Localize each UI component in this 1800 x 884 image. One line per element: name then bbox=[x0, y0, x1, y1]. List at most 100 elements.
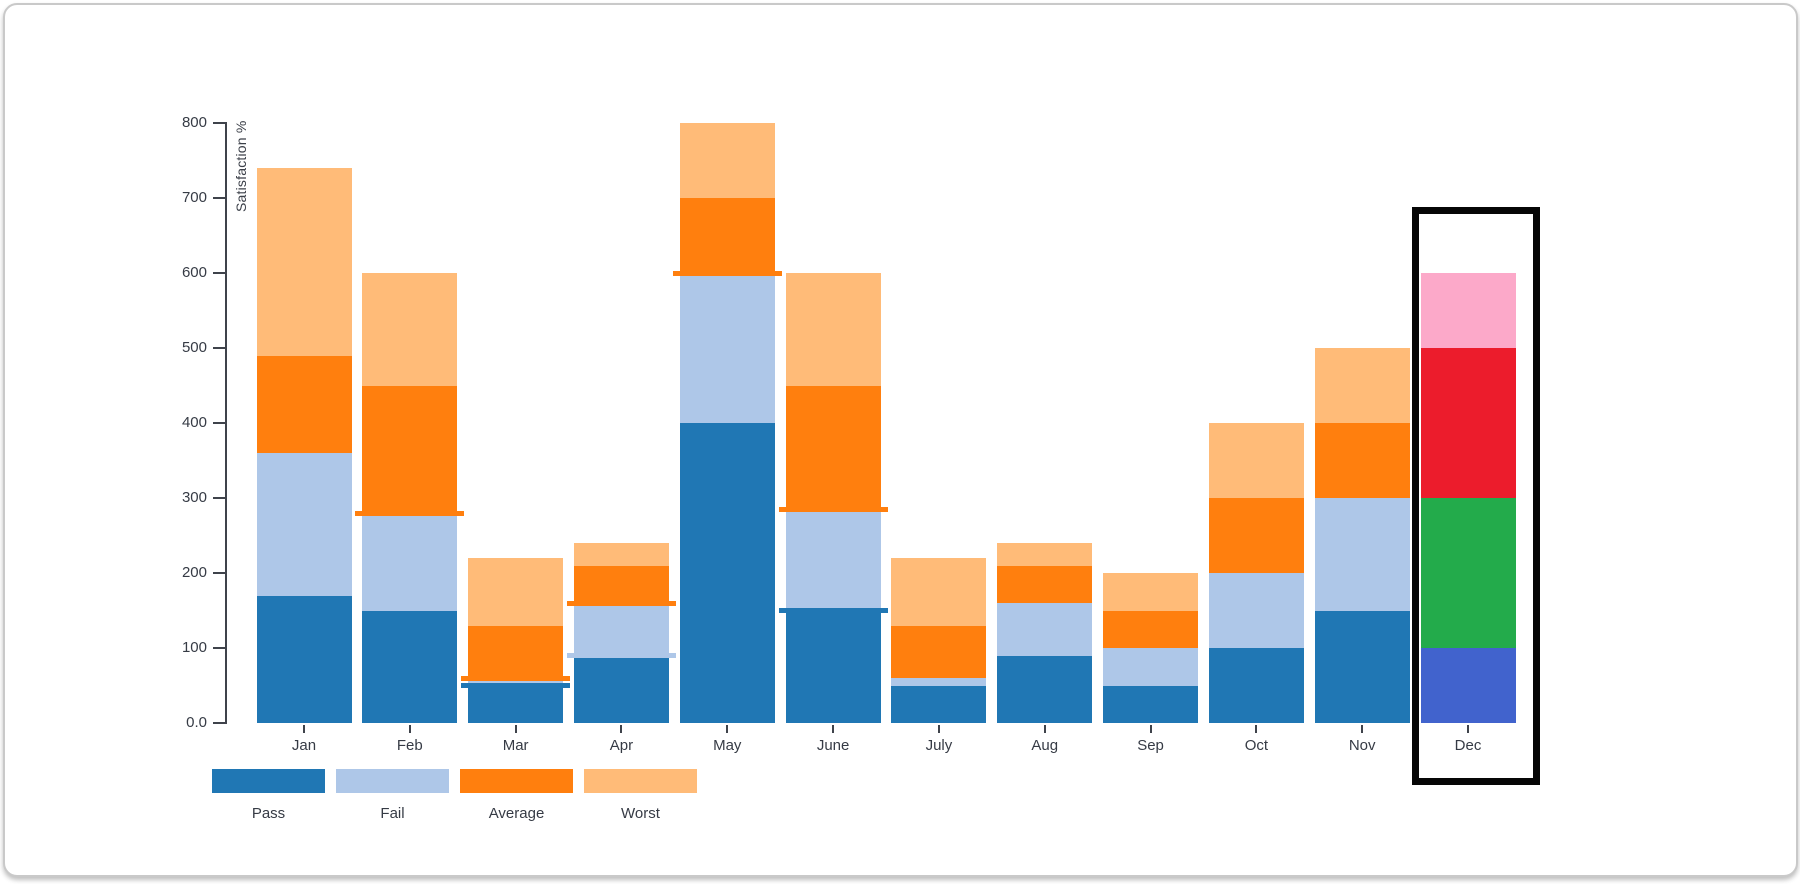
bar-mar-worst[interactable] bbox=[468, 558, 564, 626]
bar-july-average[interactable] bbox=[891, 625, 987, 678]
bar-nov-pass[interactable] bbox=[1314, 610, 1410, 723]
x-axis-label-july: July bbox=[925, 737, 953, 754]
x-axis-tick bbox=[1043, 725, 1046, 733]
bar-jan-worst[interactable] bbox=[256, 168, 352, 356]
bar-feb-worst[interactable] bbox=[362, 273, 458, 386]
bar-sep-pass[interactable] bbox=[1103, 685, 1199, 723]
y-axis-tick-label: 100 bbox=[181, 639, 207, 656]
bar-dec-pass[interactable] bbox=[1420, 648, 1516, 723]
x-axis-tick bbox=[1255, 725, 1258, 733]
legend-item-worst[interactable]: Worst bbox=[584, 769, 697, 822]
bar-aug-average[interactable] bbox=[997, 565, 1093, 603]
bar-mar-fail[interactable] bbox=[468, 678, 564, 686]
y-axis-tick bbox=[213, 122, 225, 124]
legend-item-fail[interactable]: Fail bbox=[336, 769, 449, 822]
y-axis-tick-label: 600 bbox=[181, 264, 207, 281]
bar-oct-average[interactable] bbox=[1208, 498, 1304, 573]
bar-july-fail[interactable] bbox=[891, 678, 987, 686]
y-axis-tick bbox=[213, 422, 225, 424]
y-axis-tick-label: 300 bbox=[181, 489, 207, 506]
x-axis-label-feb: Feb bbox=[396, 737, 423, 754]
bar-aug-pass[interactable] bbox=[997, 655, 1093, 723]
x-axis-tick bbox=[303, 725, 305, 733]
bar-oct-worst[interactable] bbox=[1208, 423, 1304, 498]
y-axis-tick-label: 800 bbox=[181, 114, 207, 131]
bar-feb-average[interactable] bbox=[362, 385, 458, 513]
x-axis-tick bbox=[620, 725, 623, 733]
bar-apr-worst[interactable] bbox=[573, 543, 669, 566]
x-axis-tick bbox=[1467, 725, 1470, 733]
bar-june-average[interactable] bbox=[785, 385, 881, 510]
x-axis-label-sep: Sep bbox=[1137, 737, 1164, 754]
bar-aug-fail[interactable] bbox=[997, 603, 1093, 656]
legend-swatch-average[interactable] bbox=[460, 769, 573, 793]
legend-label-worst: Worst bbox=[621, 805, 660, 822]
bar-apr-average[interactable] bbox=[573, 565, 669, 603]
y-axis-title: Satisfaction % bbox=[233, 120, 249, 212]
x-axis-label-jan: Jan bbox=[291, 737, 317, 754]
x-axis-tick bbox=[937, 725, 940, 733]
legend-swatch-worst[interactable] bbox=[584, 769, 697, 793]
y-axis-tick-label: 400 bbox=[181, 414, 207, 431]
bar-sep-fail[interactable] bbox=[1103, 648, 1199, 686]
bar-mar-pass[interactable] bbox=[468, 685, 564, 723]
bar-sep-average[interactable] bbox=[1103, 610, 1199, 648]
bar-may-pass[interactable] bbox=[679, 423, 775, 723]
bar-dec-fail[interactable] bbox=[1420, 498, 1516, 648]
x-axis-label-mar: Mar bbox=[502, 737, 529, 754]
legend-label-average: Average bbox=[488, 805, 545, 822]
y-axis-tick-label: 200 bbox=[181, 564, 207, 581]
y-axis-tick bbox=[213, 572, 225, 574]
bar-june-worst[interactable] bbox=[785, 273, 881, 386]
bar-feb-pass[interactable] bbox=[362, 610, 458, 723]
segment-boundary-dash bbox=[355, 510, 465, 516]
x-axis-tick bbox=[832, 725, 835, 733]
bar-jan-pass[interactable] bbox=[256, 595, 352, 723]
segment-boundary-dash bbox=[461, 675, 571, 681]
x-axis-label-may: May bbox=[713, 737, 742, 754]
bar-june-pass[interactable] bbox=[785, 610, 881, 723]
x-axis-label-oct: Oct bbox=[1244, 737, 1269, 754]
december-highlight-box bbox=[1412, 207, 1540, 785]
legend-swatch-pass[interactable] bbox=[212, 769, 325, 793]
bar-jan-average[interactable] bbox=[256, 355, 352, 453]
x-axis-tick bbox=[514, 725, 517, 733]
legend-item-pass[interactable]: Pass bbox=[212, 769, 325, 822]
bar-feb-fail[interactable] bbox=[362, 513, 458, 611]
segment-boundary-dash bbox=[566, 653, 676, 658]
bar-aug-worst[interactable] bbox=[997, 543, 1093, 566]
x-axis-tick bbox=[1149, 725, 1152, 733]
satisfaction-stacked-bar-chart: Satisfaction % Pass Fail Average Worst 0… bbox=[5, 5, 1796, 875]
x-axis-label-june: June bbox=[816, 737, 850, 754]
y-axis-tick bbox=[213, 272, 225, 274]
y-axis-tick-label: 500 bbox=[181, 339, 207, 356]
bar-july-worst[interactable] bbox=[891, 558, 987, 626]
bar-jan-fail[interactable] bbox=[256, 453, 352, 596]
bar-oct-fail[interactable] bbox=[1208, 573, 1304, 648]
bar-june-fail[interactable] bbox=[785, 509, 881, 611]
bar-sep-worst[interactable] bbox=[1103, 573, 1199, 611]
segment-boundary-dash bbox=[566, 600, 676, 606]
bar-nov-average[interactable] bbox=[1314, 423, 1410, 498]
bar-oct-pass[interactable] bbox=[1208, 648, 1304, 723]
bar-dec-worst[interactable] bbox=[1420, 273, 1516, 348]
legend: Pass Fail Average Worst bbox=[5, 5, 1796, 875]
bar-july-pass[interactable] bbox=[891, 685, 987, 723]
y-axis-tick bbox=[213, 497, 225, 499]
bar-may-average[interactable] bbox=[679, 198, 775, 273]
bar-may-fail[interactable] bbox=[679, 273, 775, 423]
bar-nov-worst[interactable] bbox=[1314, 348, 1410, 423]
legend-item-average[interactable]: Average bbox=[460, 769, 573, 822]
x-axis-tick bbox=[726, 725, 729, 733]
bar-nov-fail[interactable] bbox=[1314, 498, 1410, 611]
y-axis-tick bbox=[213, 722, 225, 724]
y-axis-line bbox=[225, 122, 227, 724]
bar-mar-average[interactable] bbox=[468, 625, 564, 678]
legend-swatch-fail[interactable] bbox=[336, 769, 449, 793]
y-axis-tick bbox=[213, 197, 225, 199]
bar-apr-fail[interactable] bbox=[573, 603, 669, 656]
bar-dec-average[interactable] bbox=[1420, 348, 1516, 498]
x-axis-tick bbox=[1361, 725, 1364, 733]
bar-apr-pass[interactable] bbox=[573, 655, 669, 723]
bar-may-worst[interactable] bbox=[679, 123, 775, 198]
